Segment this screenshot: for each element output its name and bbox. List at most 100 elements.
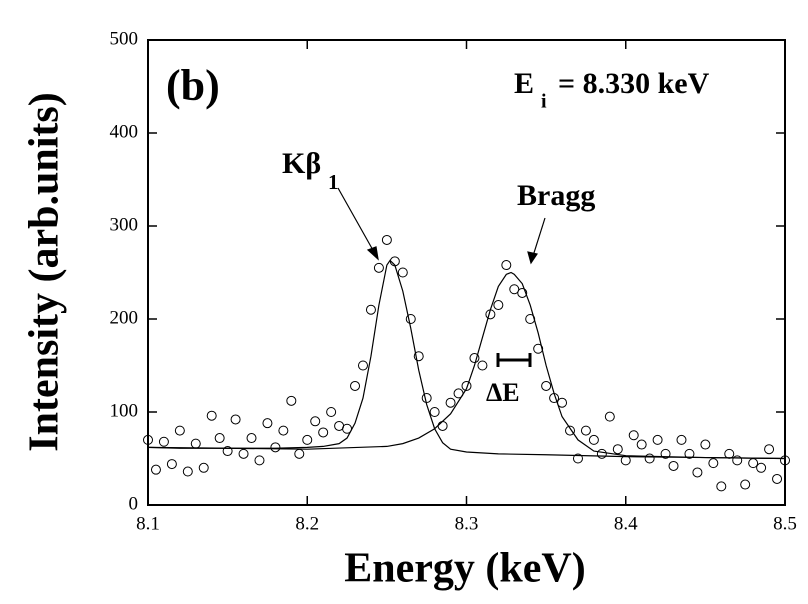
data-point [764,444,775,455]
x-tick-label: 8.4 [614,513,638,534]
data-point [748,458,759,469]
data-point [254,455,265,466]
data-point [262,418,273,429]
data-point [310,416,321,427]
data-point [357,360,368,371]
kbeta-label: Kβ [282,147,321,180]
data-point [541,380,552,391]
data-point [182,466,193,477]
data-point [572,453,583,464]
data-point [246,433,257,444]
y-tick-label: 400 [110,121,139,142]
x-tick-label: 8.5 [773,513,797,534]
annotation-arrows [337,187,546,265]
data-point [143,434,153,445]
energy-label-rest: = 8.330 keV [558,67,710,100]
data-point [565,425,576,436]
data-point [756,462,767,473]
data-point [509,284,520,295]
y-tick-label: 200 [110,307,139,328]
data-point [397,267,408,278]
data-point [190,438,201,449]
bragg-label: Bragg [517,179,595,212]
data-point [222,446,233,457]
data-point [405,314,416,324]
data-point [604,411,615,422]
x-tick-label: 8.1 [136,513,160,534]
y-axis-title: Intensity (arb.units) [22,92,68,451]
data-point [278,425,289,436]
data-point [206,410,217,421]
delta-e-bar [496,353,532,367]
data-point [381,234,392,245]
data-point [580,425,591,436]
data-point [350,380,361,391]
data-point [318,427,329,438]
data-point [437,420,448,431]
y-tick-label: 0 [129,493,139,514]
data-point [596,448,607,459]
arrow [532,217,546,257]
data-point [365,304,376,315]
data-point [668,460,679,471]
data-point [469,353,480,364]
data-point [692,467,703,478]
panel-label: (b) [166,61,220,110]
data-point [421,393,432,404]
data-point [780,455,790,466]
data-point [628,430,639,441]
data-point [533,343,544,354]
data-point [294,448,305,459]
data-point [413,351,424,362]
data-point [373,262,384,273]
data-point [286,395,297,406]
arrow [337,187,375,253]
data-point [493,300,504,311]
data-point [660,448,671,459]
y-tick-label: 500 [110,28,139,49]
data-point [772,473,783,484]
fit-line [147,271,786,460]
data-point [326,407,337,417]
y-tick-label: 100 [110,400,139,421]
data-point [517,287,528,298]
arrowhead [527,251,538,265]
arrowhead [366,246,379,261]
data-point [588,434,599,445]
data-point [652,434,663,445]
data-point [708,458,719,469]
data-point [740,479,751,490]
energy-label-main: E [514,67,534,100]
data-point [429,407,440,417]
data-point [724,448,735,459]
data-point [166,459,177,470]
data-point [644,453,655,464]
data-point [477,360,488,371]
plot-frame [147,39,786,506]
data-point [676,434,687,445]
data-point [270,442,281,453]
data-point [636,439,647,450]
data-point [238,448,249,459]
data-point [461,380,472,391]
y-tick-label: 300 [110,214,139,235]
data-point [302,434,313,445]
x-tick-label: 8.2 [295,513,319,534]
data-point [445,397,456,408]
data-point [150,464,161,475]
data-point [612,444,623,455]
data-point [700,439,711,450]
delta-e-label: ΔE [486,378,520,407]
data-point [684,448,695,459]
fit-line [147,259,786,460]
x-tick-label: 8.3 [455,513,479,534]
x-axis-title: Energy (keV) [344,546,585,592]
data-point [158,436,169,447]
data-point [174,425,185,436]
data-point [230,414,241,425]
data-point [501,260,512,271]
energy-label-sub: i [541,91,547,113]
data-point [732,455,743,466]
data-point [198,462,209,473]
